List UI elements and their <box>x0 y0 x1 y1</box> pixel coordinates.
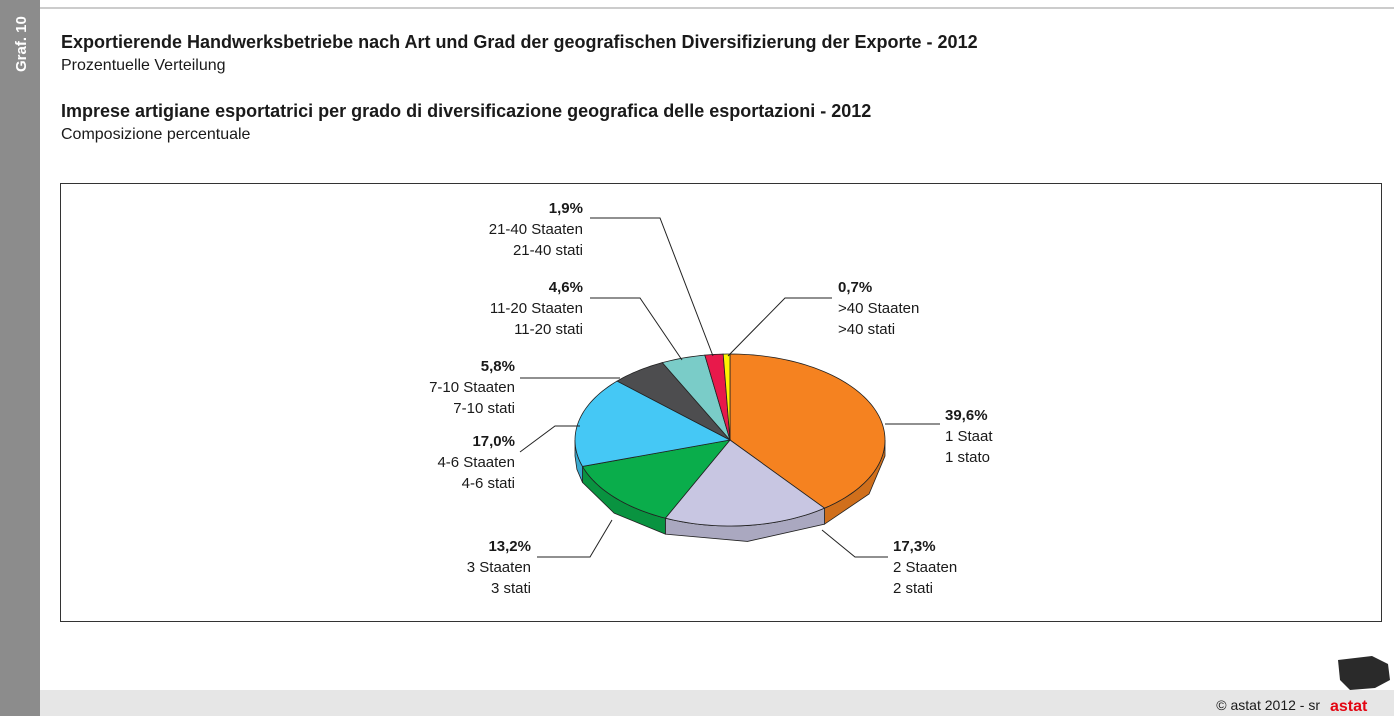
pie-slice <box>574 380 732 467</box>
leader-line <box>519 425 580 453</box>
pie-slice <box>729 353 886 509</box>
value-label: 1,9% <box>549 200 583 217</box>
chart-subtitle-it: Composizione percentuale <box>61 126 251 143</box>
pie-slice <box>661 354 731 441</box>
pie-slice <box>664 439 826 527</box>
footer-bar <box>40 690 1394 716</box>
category-label: >40 Staaten <box>838 300 919 317</box>
side-label: Graf. 10 <box>13 16 30 72</box>
leader-line <box>590 217 714 357</box>
value-label: 39,6% <box>945 407 988 424</box>
value-label: 5,8% <box>481 358 515 375</box>
logo-text: astat <box>1330 698 1368 715</box>
pie-slice <box>616 362 731 441</box>
footer-text: © astat 2012 - sr <box>1216 697 1320 713</box>
plot-frame <box>60 183 1382 622</box>
leader-line <box>590 297 683 361</box>
category-label-it: 1 stato <box>945 449 990 466</box>
category-label-it: 7-10 stati <box>453 400 515 417</box>
category-label: 2 Staaten <box>893 559 957 576</box>
category-label-it: 2 stati <box>893 580 933 597</box>
value-label: 17,3% <box>893 538 936 555</box>
leader-line <box>727 297 832 357</box>
category-label: 1 Staat <box>945 428 993 445</box>
category-label: 3 Staaten <box>467 559 531 576</box>
value-label: 13,2% <box>488 538 531 555</box>
category-label: 7-10 Staaten <box>429 379 515 396</box>
category-label: 11-20 Staaten <box>490 300 583 317</box>
category-label-it: 21-40 stati <box>513 242 583 259</box>
category-label-it: 3 stati <box>491 580 531 597</box>
value-label: 4,6% <box>549 279 583 296</box>
chart-subtitle: Prozentuelle Verteilung <box>61 57 226 74</box>
chart-title-it: Imprese artigiane esportatrici per grado… <box>61 101 871 121</box>
leader-line <box>821 529 888 558</box>
chart-title: Exportierende Handwerksbetriebe nach Art… <box>61 32 978 52</box>
category-label: 4-6 Staaten <box>437 454 515 471</box>
value-label: 0,7% <box>838 279 872 296</box>
leader-line <box>537 519 613 558</box>
category-label-it: 4-6 stati <box>462 475 515 492</box>
pie-slice <box>581 439 732 519</box>
category-label: 21-40 Staaten <box>489 221 583 238</box>
logo-shape <box>1338 656 1390 690</box>
value-label: 17,0% <box>472 433 515 450</box>
category-label-it: >40 stati <box>838 321 895 338</box>
pie-slice <box>722 353 731 441</box>
category-label-it: 11-20 stati <box>514 321 583 338</box>
side-bar <box>0 0 40 716</box>
